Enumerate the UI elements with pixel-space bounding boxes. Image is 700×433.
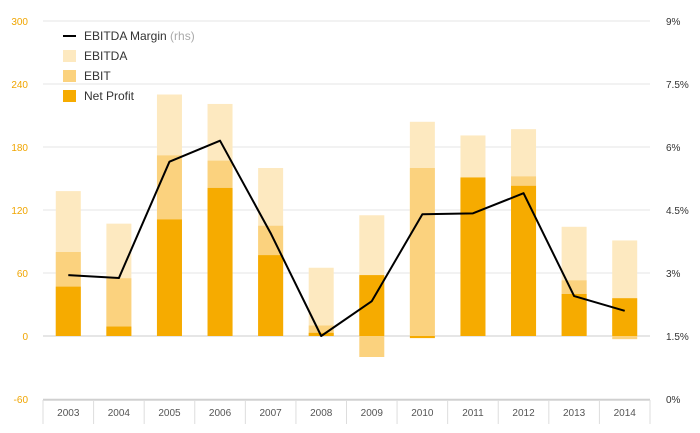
margin-line <box>68 139 625 337</box>
legend-swatch-net-profit <box>63 90 76 102</box>
y-left-tick-label: 180 <box>11 143 28 154</box>
legend-note-rhs: (rhs) <box>170 29 195 43</box>
legend-label-ebitda: EBITDA <box>84 49 127 63</box>
x-tick-label: 2004 <box>108 408 131 419</box>
grid-lines <box>43 20 650 400</box>
y-left-tick-label: 0 <box>22 332 28 343</box>
y-right-tick-label: 3% <box>666 269 681 280</box>
bar-net-profit <box>409 336 435 339</box>
x-tick-label: 2011 <box>462 408 484 419</box>
x-tick-label: 2010 <box>411 408 434 419</box>
bar-net-profit <box>55 286 81 336</box>
bar-ebit <box>308 325 334 336</box>
bar-ebitda <box>308 267 334 336</box>
y-right-tick-label: 7.5% <box>666 80 689 91</box>
x-tick-label: 2013 <box>563 408 586 419</box>
y-right-tick-label: 9% <box>666 17 681 28</box>
y-left-tick-label: 120 <box>11 206 28 217</box>
legend-swatch-ebitda <box>63 50 76 62</box>
bar-net-profit <box>258 255 284 336</box>
y-right-tick-label: 0% <box>666 395 681 406</box>
legend-swatch-ebit <box>63 70 76 82</box>
bar-net-profit <box>156 219 182 336</box>
x-tick-label: 2014 <box>614 408 637 419</box>
bar-net-profit <box>511 185 537 336</box>
bar-net-profit <box>106 326 132 336</box>
x-tick-label: 2007 <box>260 408 283 419</box>
legend-label-net-profit: Net Profit <box>84 89 135 103</box>
y-right-tick-label: 4.5% <box>666 206 689 217</box>
legend: EBITDA Margin (rhs) EBITDA EBIT Net Prof… <box>63 29 195 103</box>
x-tick-label: 2006 <box>209 408 232 419</box>
axes: 2003 2004 2005 2006 2007 2008 2009 2010 2011 2012… <box>11 17 689 424</box>
bar-ebit <box>106 278 132 336</box>
y-left-tick-label: 60 <box>17 269 29 280</box>
x-tick-label: 2003 <box>57 408 80 419</box>
y-left-tick-label: -60 <box>14 395 29 406</box>
y-right-tick-label: 1.5% <box>666 332 689 343</box>
bar-ebit <box>612 336 638 340</box>
x-tick-label: 2005 <box>158 408 181 419</box>
x-tick-label: 2009 <box>361 408 384 419</box>
bar-series <box>55 94 638 357</box>
bar-net-profit <box>612 298 638 336</box>
bar-net-profit <box>561 294 587 336</box>
margin-line-series <box>68 139 625 337</box>
bar-net-profit <box>460 177 486 336</box>
bar-ebit <box>409 168 435 336</box>
y-left-tick-label: 300 <box>11 17 28 28</box>
bar-net-profit <box>207 187 233 336</box>
y-right-tick-label: 6% <box>666 143 681 154</box>
x-tick-label: 2012 <box>512 408 535 419</box>
legend-label-ebit: EBIT <box>84 69 111 83</box>
y-left-tick-label: 240 <box>11 80 28 91</box>
x-tick-label: 2008 <box>310 408 333 419</box>
bar-ebit <box>359 336 385 357</box>
legend-label-margin: EBITDA Margin (rhs) <box>84 29 195 43</box>
